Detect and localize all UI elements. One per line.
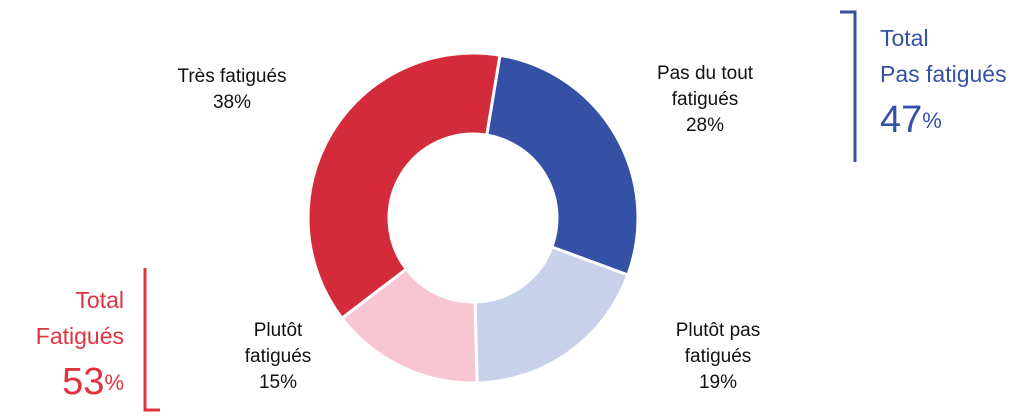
value-label: 28% xyxy=(685,115,725,136)
total-title: Pas fatigués xyxy=(880,61,1007,87)
value-label: 38% xyxy=(212,92,252,113)
total-number: 53 xyxy=(62,361,104,403)
category-name: Pas du tout fatigués xyxy=(656,63,754,110)
segment-label: Très fatigués 38% xyxy=(152,64,312,116)
total-unit: % xyxy=(104,370,124,395)
segment-label: Plutôt pas fatigués 19% xyxy=(653,318,783,396)
category-name: Plutôt fatigués xyxy=(244,320,312,367)
total-number: 47 xyxy=(880,99,922,141)
bracket xyxy=(143,268,160,412)
total-title: Total xyxy=(880,25,929,51)
total-value: 47% xyxy=(880,99,942,141)
segment-label: Pas du tout fatigués 28% xyxy=(635,61,775,139)
value-label: 15% xyxy=(258,372,298,393)
segment-label: Plutôt fatigués 15% xyxy=(223,318,333,396)
category-name: Très fatigués xyxy=(177,66,287,87)
total-title: Fatigués xyxy=(36,323,124,349)
donut-segment xyxy=(306,51,502,321)
bracket xyxy=(840,10,857,162)
category-name: Plutôt pas fatigués xyxy=(675,320,761,367)
donut-segment xyxy=(484,53,640,277)
total-title: Total xyxy=(75,287,124,313)
donut-segment xyxy=(473,245,630,385)
total-unit: % xyxy=(922,108,942,133)
value-label: 19% xyxy=(698,372,738,393)
total-value: 53% xyxy=(62,361,124,403)
